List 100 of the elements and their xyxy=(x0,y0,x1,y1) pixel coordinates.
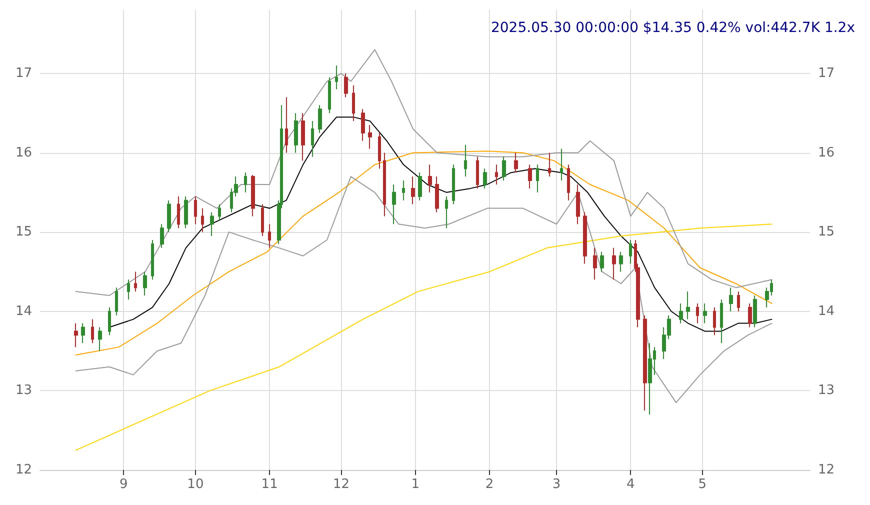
candlestick xyxy=(528,164,532,189)
candlestick xyxy=(648,342,652,415)
candlestick xyxy=(74,322,78,348)
candlestick xyxy=(244,172,247,193)
candlestick xyxy=(464,144,467,178)
candlestick xyxy=(311,120,314,158)
line-series xyxy=(108,116,772,332)
y2-tick-label: 17 xyxy=(818,66,835,81)
candlestick xyxy=(151,240,154,280)
y2-tick-label: 14 xyxy=(818,304,835,319)
candlestick xyxy=(737,291,740,312)
candlestick xyxy=(686,291,690,320)
candlestick xyxy=(548,152,551,178)
candlestick xyxy=(560,148,563,182)
candlestick xyxy=(98,326,102,352)
x-tick-label: 2 xyxy=(485,477,494,492)
candlestick xyxy=(720,298,723,344)
candlestick xyxy=(643,314,647,412)
y-tick-label: 14 xyxy=(15,304,32,319)
candlestick xyxy=(285,96,288,154)
candlestick xyxy=(261,204,264,237)
candlestick xyxy=(210,212,214,237)
candlestick xyxy=(612,247,616,280)
candlestick xyxy=(435,176,439,213)
line-series xyxy=(75,224,772,451)
y2-tick-label: 15 xyxy=(818,224,835,240)
candlestick xyxy=(91,318,94,344)
candlestick xyxy=(81,322,85,344)
candlestick xyxy=(115,287,118,316)
candlestick xyxy=(411,176,415,205)
candlestick xyxy=(576,184,580,225)
candlestick xyxy=(567,164,570,201)
candlestick xyxy=(201,208,204,233)
candlestick xyxy=(679,302,683,324)
candlestick xyxy=(729,287,733,312)
candlestick xyxy=(218,204,221,221)
candlestick xyxy=(160,224,164,248)
candlestick xyxy=(476,156,479,189)
candlestick xyxy=(361,108,365,142)
candlestick xyxy=(619,251,623,272)
candlestick xyxy=(143,271,147,296)
x-tick-label: 10 xyxy=(187,477,204,492)
candlestick xyxy=(536,164,539,193)
x-tick-label: 9 xyxy=(120,477,128,492)
candlestick xyxy=(335,65,338,90)
x-tick-label: 4 xyxy=(626,477,635,492)
candlestick xyxy=(753,295,757,328)
candlestick xyxy=(445,196,448,229)
line-series xyxy=(75,150,772,356)
candlestick xyxy=(696,302,699,324)
candlestick xyxy=(301,112,305,162)
candlestick xyxy=(352,84,355,122)
x-tick-label: 11 xyxy=(261,477,278,492)
line-series xyxy=(75,176,772,404)
candlestick xyxy=(495,164,498,185)
candlestick xyxy=(177,196,180,229)
x-tick-label: 3 xyxy=(552,477,561,492)
candlestick xyxy=(184,196,188,229)
y2-tick-label: 12 xyxy=(818,462,835,478)
candlestick xyxy=(629,240,632,264)
y2-tick-label: 13 xyxy=(818,383,835,398)
candlestick xyxy=(428,164,432,193)
y-tick-label: 13 xyxy=(15,383,32,398)
y2-tick-label: 16 xyxy=(818,145,835,160)
candlestick xyxy=(583,212,587,264)
candlestick xyxy=(748,302,752,328)
y-tick-label: 16 xyxy=(15,145,32,160)
candlestick xyxy=(167,200,171,233)
y-tick-label: 12 xyxy=(15,462,32,478)
candlestick xyxy=(368,124,372,150)
y-tick-label: 17 xyxy=(15,66,32,81)
candlestick xyxy=(502,156,506,182)
candlestick xyxy=(418,172,422,201)
candlestick xyxy=(127,279,130,300)
candlestick xyxy=(713,306,716,336)
candlestick xyxy=(328,76,331,114)
candlestick xyxy=(383,152,386,217)
candlestick xyxy=(392,184,396,225)
candlestick xyxy=(600,251,604,272)
candlestick xyxy=(108,306,111,336)
candlestick xyxy=(134,271,137,292)
candlestick xyxy=(268,224,271,248)
candlestick xyxy=(483,168,487,189)
x-tick-label: 1 xyxy=(411,477,420,492)
candlestick xyxy=(318,104,322,134)
candlestick xyxy=(378,132,381,170)
line-series xyxy=(75,49,772,296)
candlestick xyxy=(294,112,298,154)
candlestick xyxy=(194,196,197,225)
candlestick xyxy=(514,152,518,174)
text: 2025.05.30 00:00:00 $14.35 0.42% vol:442.7K 1.2x xyxy=(490,20,855,36)
candlestick xyxy=(452,164,455,205)
x-tick-label: 5 xyxy=(698,477,707,492)
candlestick xyxy=(593,247,597,280)
y-tick-label: 15 xyxy=(15,224,32,240)
x-tick-label: 12 xyxy=(333,477,350,492)
candlestick xyxy=(251,174,255,217)
candlestick xyxy=(703,302,707,324)
candlestick xyxy=(402,180,405,201)
candlestick xyxy=(344,72,348,98)
